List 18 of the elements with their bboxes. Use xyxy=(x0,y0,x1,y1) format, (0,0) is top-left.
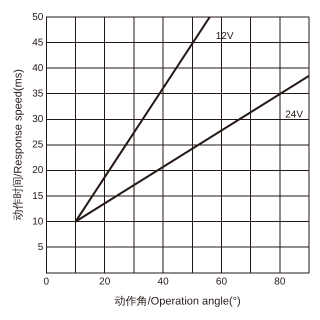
x-tick-label: 60 xyxy=(216,276,228,288)
y-tick-label: 50 xyxy=(32,12,44,23)
y-tick-label: 40 xyxy=(32,62,44,74)
y-axis-title: 动作时间/Response speed(ms) xyxy=(12,69,25,221)
y-tick-label: 30 xyxy=(32,114,44,126)
x-axis-title: 动作角/Operation angle(°) xyxy=(114,295,241,308)
x-tick-label: 0 xyxy=(44,276,50,288)
x-tick-label: 20 xyxy=(99,276,111,288)
y-tick-label: 10 xyxy=(32,216,44,228)
y-tick-label: 35 xyxy=(32,88,44,100)
y-tick-label: 20 xyxy=(32,165,44,176)
y-tick-label: 15 xyxy=(32,190,44,202)
series-label: 24V xyxy=(285,110,304,121)
x-tick-label: 40 xyxy=(158,276,170,288)
y-tick-label: 45 xyxy=(32,37,44,48)
y-tick-label: 25 xyxy=(32,140,44,151)
y-tick-label: 5 xyxy=(38,242,44,253)
x-tick-label: 80 xyxy=(274,276,286,288)
